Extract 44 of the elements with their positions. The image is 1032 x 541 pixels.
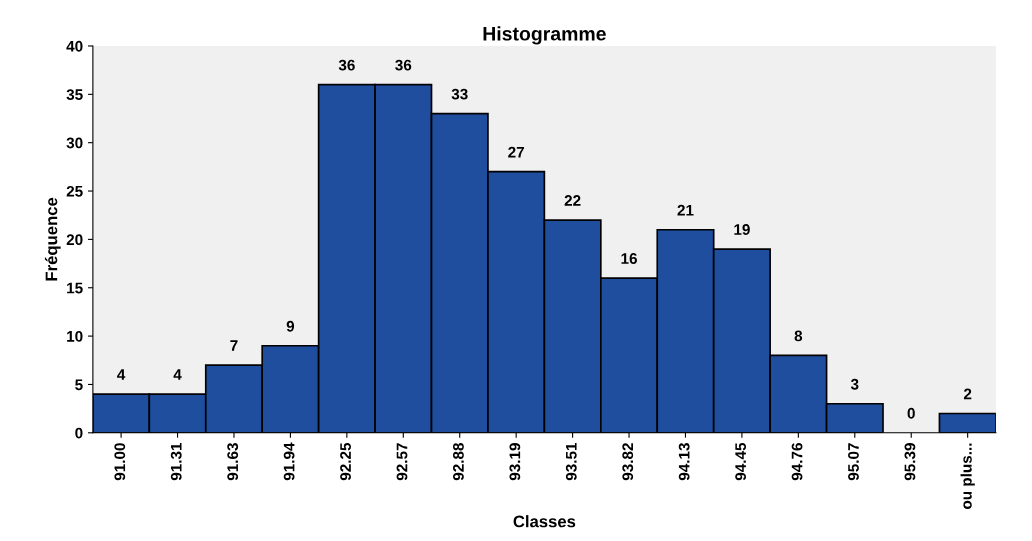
data-label: 36 — [395, 59, 412, 71]
chart-title: Histogramme — [483, 26, 606, 45]
x-tick-label: 92.25 — [340, 442, 351, 481]
y-tick-label: 15 — [67, 282, 83, 294]
data-label: 27 — [508, 146, 524, 158]
data-label: 7 — [230, 340, 238, 351]
data-label: 33 — [451, 88, 468, 100]
data-label: 2 — [963, 388, 972, 400]
x-tick-label: 93.19 — [509, 443, 521, 481]
y-axis-title: Fréquence — [44, 197, 61, 281]
x-tick-label: 91.63 — [227, 443, 239, 481]
x-tick-label: 94.76 — [791, 443, 803, 481]
x-tick-label: 95.07 — [848, 443, 859, 481]
y-tick-label: 5 — [75, 379, 83, 391]
y-tick-label: 35 — [66, 89, 83, 101]
y-tick-label: 20 — [66, 234, 83, 246]
data-label: 3 — [850, 378, 859, 390]
data-label: 16 — [621, 253, 637, 264]
y-tick-label: 25 — [66, 185, 83, 197]
y-tick-label: 0 — [75, 427, 83, 439]
x-axis-title: Classes — [513, 515, 576, 528]
x-tick-label: 95.39 — [904, 443, 916, 481]
data-label: 36 — [338, 59, 355, 71]
x-tick-label: 93.51 — [565, 442, 577, 481]
x-tick-label: 91.00 — [114, 443, 126, 481]
data-label: 22 — [564, 195, 581, 206]
x-tick-label: 94.13 — [678, 443, 690, 481]
x-tick-label: 92.57 — [396, 443, 408, 481]
x-tick-label: 91.94 — [283, 442, 295, 481]
data-label: 21 — [677, 204, 694, 216]
y-tick-label: 40 — [66, 40, 83, 52]
data-label: 19 — [734, 224, 750, 235]
data-label: 9 — [286, 320, 295, 332]
y-tick-label: 30 — [66, 137, 83, 149]
x-tick-label: ou plus... — [960, 443, 975, 509]
data-label: 8 — [794, 330, 803, 342]
x-tick-label: 91.31 — [170, 442, 182, 481]
data-label: 4 — [117, 369, 126, 380]
x-tick-label: 92.88 — [453, 442, 464, 481]
x-tick-label: 94.45 — [735, 442, 747, 481]
data-label: 4 — [173, 369, 182, 380]
x-tick-label: 93.82 — [622, 443, 634, 481]
y-tick-label: 10 — [67, 330, 83, 342]
data-label: 0 — [907, 407, 915, 419]
